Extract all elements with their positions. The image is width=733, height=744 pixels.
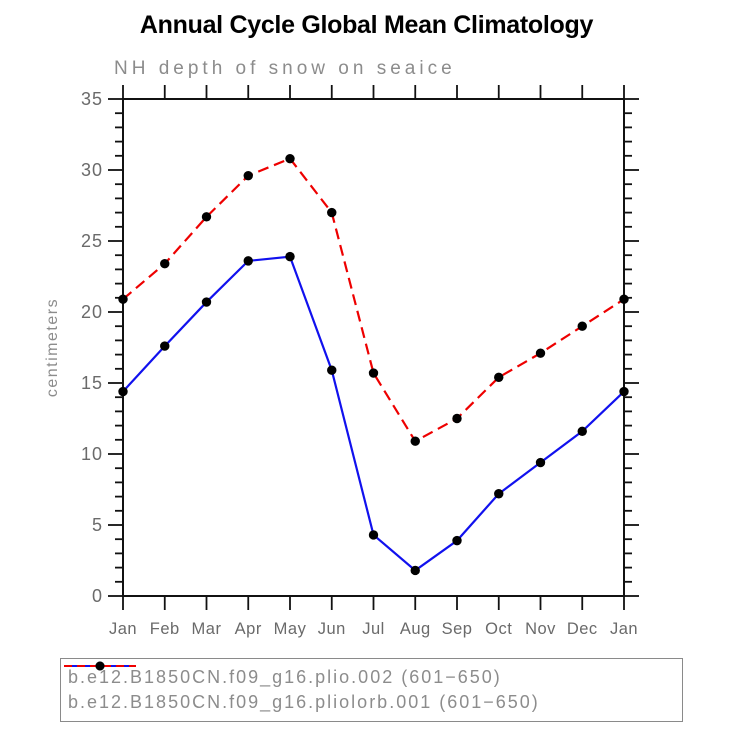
y-tick-label: 35 [81,89,103,109]
x-tick-label: Feb [150,620,180,638]
data-point [243,256,253,266]
y-tick-label: 20 [81,302,103,322]
data-point [577,321,587,331]
x-tick-label: Jan [610,620,638,638]
y-tick-label: 0 [92,586,103,606]
x-axis: Jan Feb Mar Apr May Jun Jul Aug Sep Oct Nov Dec Jan [109,85,638,638]
legend-label: b.e12.B1850CN.f09_g16.pliolorb.001 (601−… [68,692,540,712]
data-point [494,489,504,499]
series-line [122,255,625,572]
x-tick-label: Nov [525,620,556,638]
legend-marker [95,661,105,671]
data-point [201,297,212,307]
data-point [619,386,629,397]
data-point [327,365,337,375]
x-tick-label: Oct [485,620,512,638]
x-tick-label: Dec [567,620,598,638]
y-tick-label: 15 [81,373,103,393]
plot-area: 0 5 10 15 20 25 30 35 Jan Feb Mar Apr May Jun Jul Aug Se… [44,85,639,638]
data-point [535,348,546,358]
data-point [118,294,128,304]
chart-title: Annual Cycle Global Mean Climatology [139,11,594,39]
data-point [452,535,462,546]
data-point [619,294,629,304]
data-point [285,153,295,164]
data-point [118,386,128,397]
x-tick-label: Apr [235,620,262,638]
legend-swatch [64,661,136,671]
legend: b.e12.B1850CN.f09_g16.plio.002 (601−650)… [60,658,683,722]
data-point [535,457,546,468]
data-point [368,368,379,378]
data-point [160,259,170,269]
data-point [494,372,504,383]
data-point [410,436,420,446]
x-tick-label: May [274,620,307,638]
x-tick-label: Sep [442,620,473,638]
x-tick-label: Jul [362,620,385,638]
y-tick-label: 5 [92,515,103,535]
data-point [160,341,170,351]
legend-label: b.e12.B1850CN.f09_g16.plio.002 (601−650) [68,667,502,687]
x-tick-label: Mar [192,620,222,638]
data-point [327,207,337,218]
x-tick-label: Aug [400,620,431,638]
data-point [577,426,587,436]
chart-subtitle: NH depth of snow on seaice [114,58,456,79]
data-point [410,565,420,576]
y-tick-label: 25 [81,231,103,251]
y-tick-label: 10 [81,444,103,464]
data-point [201,212,212,222]
data-point [368,530,379,540]
data-point [452,413,462,424]
legend-item: b.e12.B1850CN.f09_g16.pliolorb.001 (601−… [64,661,682,713]
series-line [122,157,625,443]
y-axis: 0 5 10 15 20 25 30 35 [81,89,639,606]
y-axis-label: centimeters [44,298,61,397]
data-point [243,170,253,181]
legend-item: b.e12.B1850CN.f09_g16.plio.002 (601−650) [64,661,682,688]
data-point [285,251,295,262]
y-tick-label: 30 [81,160,103,180]
x-tick-label: Jan [109,620,137,638]
x-tick-label: Jun [318,620,346,638]
